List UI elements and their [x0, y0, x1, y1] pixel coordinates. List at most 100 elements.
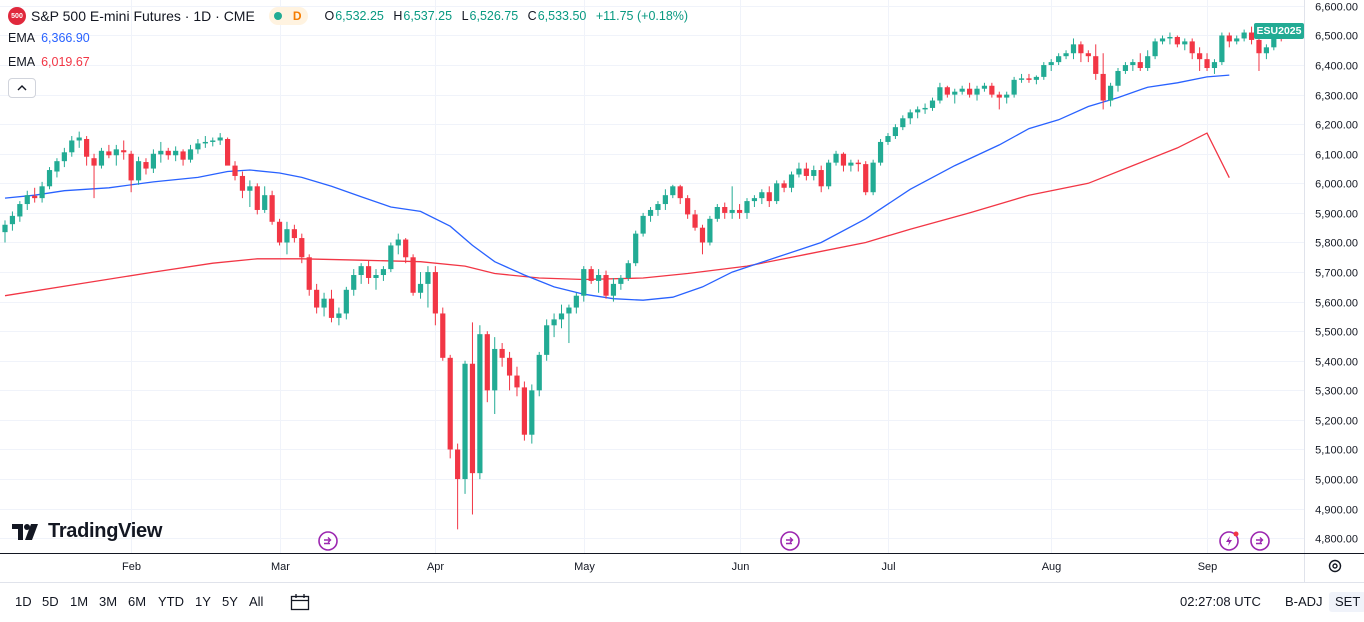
candle: [314, 283, 320, 314]
candle-body: [380, 269, 387, 276]
price-tick-label: 4,800.00: [1315, 534, 1358, 546]
candle: [915, 106, 921, 119]
candle: [291, 224, 297, 243]
candle-body: [625, 263, 631, 278]
candle-body: [432, 272, 438, 314]
event-icon[interactable]: [1250, 531, 1270, 551]
candle: [306, 254, 312, 296]
candle: [269, 190, 275, 225]
clock-display[interactable]: 02:27:08 UTC: [1180, 594, 1261, 609]
candle: [343, 286, 349, 320]
candle: [1011, 76, 1017, 98]
candle-body: [803, 168, 809, 176]
high-label: H: [393, 9, 403, 23]
candle-body: [1107, 85, 1114, 101]
time-tick-label: Feb: [122, 561, 141, 573]
range-button-5y[interactable]: 5Y: [222, 594, 238, 609]
candle-body: [76, 137, 82, 141]
candle: [180, 149, 186, 166]
candle-body: [722, 207, 728, 213]
lightning-event-icon[interactable]: [1219, 531, 1239, 551]
candle: [388, 242, 394, 273]
candle: [677, 184, 683, 205]
candle-body: [1115, 70, 1121, 86]
candle-body: [981, 85, 988, 89]
price-tick-label: 6,300.00: [1315, 91, 1358, 103]
candle: [469, 322, 476, 515]
candle: [818, 165, 824, 193]
range-button-1y[interactable]: 1Y: [195, 594, 211, 609]
candle: [84, 136, 90, 166]
price-tick-label: 6,500.00: [1315, 31, 1358, 43]
candle: [1241, 29, 1247, 42]
candle-body: [417, 283, 424, 293]
candle-body: [143, 162, 149, 169]
candle: [633, 230, 639, 267]
candle: [1115, 68, 1121, 92]
chart-area[interactable]: 4,800.00 4,900.00 5,000.00 5,100.00 5,200.00…: [0, 0, 1364, 582]
market-open-dot-icon: [273, 12, 282, 20]
candle-body: [1122, 65, 1129, 71]
candle: [1122, 62, 1129, 74]
time-axis[interactable]: Feb Mar Apr May Jun Jul Aug Sep: [122, 561, 1217, 573]
session-toggle[interactable]: SET: [1329, 592, 1364, 612]
range-button-6m[interactable]: 6M: [128, 594, 147, 609]
candle-body: [462, 363, 468, 480]
ema-fast-legend[interactable]: EMA 6,366.90: [8, 26, 694, 50]
date-range-calendar-icon[interactable]: [290, 593, 310, 611]
range-button-5d[interactable]: 5D: [42, 594, 59, 609]
candle-body: [766, 192, 772, 202]
candle: [1167, 32, 1173, 45]
candle: [351, 269, 357, 296]
candle-body: [952, 91, 958, 95]
candle: [870, 159, 876, 196]
adjustment-toggle[interactable]: B-ADJ: [1285, 594, 1323, 609]
candle: [262, 186, 268, 213]
candle: [922, 103, 928, 114]
candle: [1063, 50, 1069, 60]
range-button-1m[interactable]: 1M: [70, 594, 89, 609]
candle-body: [365, 266, 372, 278]
candle-body: [900, 118, 906, 128]
range-button-1d[interactable]: 1D: [15, 594, 32, 609]
candle: [54, 158, 60, 178]
candle: [484, 331, 490, 403]
range-button-3m[interactable]: 3M: [99, 594, 118, 609]
candle-body: [647, 209, 654, 216]
candle: [440, 307, 446, 361]
candle: [69, 136, 75, 157]
candle: [432, 266, 438, 326]
candle: [662, 189, 668, 210]
candle-body: [1211, 62, 1218, 69]
collapse-legend-button[interactable]: [8, 78, 36, 98]
candle: [655, 201, 661, 216]
low-label: L: [461, 9, 469, 23]
candle: [952, 88, 958, 104]
event-icon[interactable]: [318, 531, 338, 551]
candle-body: [1167, 36, 1173, 39]
candle: [135, 156, 142, 185]
event-icon[interactable]: [780, 531, 800, 551]
tradingview-logo[interactable]: TradingView: [12, 520, 162, 543]
candle: [254, 183, 260, 215]
market-status-badge[interactable]: D: [268, 7, 309, 25]
candle-body: [788, 174, 795, 188]
candle: [536, 351, 542, 397]
candle: [736, 204, 743, 219]
chart-settings-gear-icon[interactable]: [1326, 557, 1344, 575]
range-button-all[interactable]: All: [249, 594, 264, 609]
candle: [121, 140, 127, 160]
candle: [788, 171, 795, 193]
candle-body: [1159, 38, 1166, 42]
candle-body: [759, 192, 765, 199]
candle-body: [877, 141, 884, 163]
candle-body: [1004, 94, 1010, 98]
candle-body: [551, 319, 557, 326]
candle-body: [699, 227, 706, 243]
price-axis[interactable]: 4,800.00 4,900.00 5,000.00 5,100.00 5,200.00…: [1315, 2, 1358, 546]
ema-slow-legend[interactable]: EMA 6,019.67: [8, 50, 694, 74]
range-button-ytd[interactable]: YTD: [158, 594, 184, 609]
candle-body: [744, 201, 750, 213]
candle-body: [232, 165, 238, 176]
symbol-title[interactable]: S&P 500 E-mini Futures · 1D · CME: [31, 8, 255, 24]
